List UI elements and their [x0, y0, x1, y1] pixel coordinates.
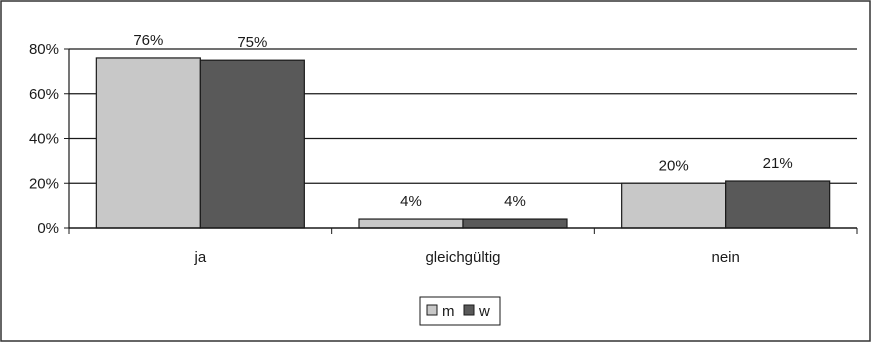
bar-m-0: [95, 57, 201, 229]
x-axis: [68, 49, 858, 234]
y-tick-label: 60%: [29, 86, 59, 103]
bar-value-labels: 76% 75% 4% 4% 20% 21%: [133, 32, 792, 210]
legend-swatch-w: [463, 304, 475, 316]
x-category-label: ja: [193, 249, 206, 266]
legend-swatch-m: [426, 304, 438, 316]
bar-m-2: [621, 182, 727, 229]
bar-w-1: [462, 218, 568, 229]
y-tick-label: 40%: [29, 131, 59, 148]
x-axis-labels: ja gleichgültig nein: [193, 249, 739, 266]
x-category-label: gleichgültig: [425, 249, 500, 266]
bar-m-1: [358, 218, 464, 229]
y-tick-label: 80%: [29, 41, 59, 58]
legend-label-m: m: [442, 303, 455, 320]
bar-value-label: 21%: [763, 155, 793, 172]
bar-value-label: 4%: [504, 193, 526, 210]
bars: [95, 57, 831, 229]
x-category-label: nein: [711, 249, 739, 266]
y-axis-ticks: 0% 20% 40% 60% 80%: [29, 41, 69, 237]
legend-label-w: w: [478, 303, 490, 320]
bar-value-label: 76%: [133, 32, 163, 49]
bar-w-2: [725, 180, 831, 229]
bar-w-0: [199, 59, 305, 229]
bar-value-label: 4%: [400, 193, 422, 210]
y-tick-label: 0%: [37, 220, 59, 237]
bar-value-label: 20%: [659, 157, 689, 174]
y-tick-label: 20%: [29, 175, 59, 192]
bar-value-label: 75%: [237, 34, 267, 51]
